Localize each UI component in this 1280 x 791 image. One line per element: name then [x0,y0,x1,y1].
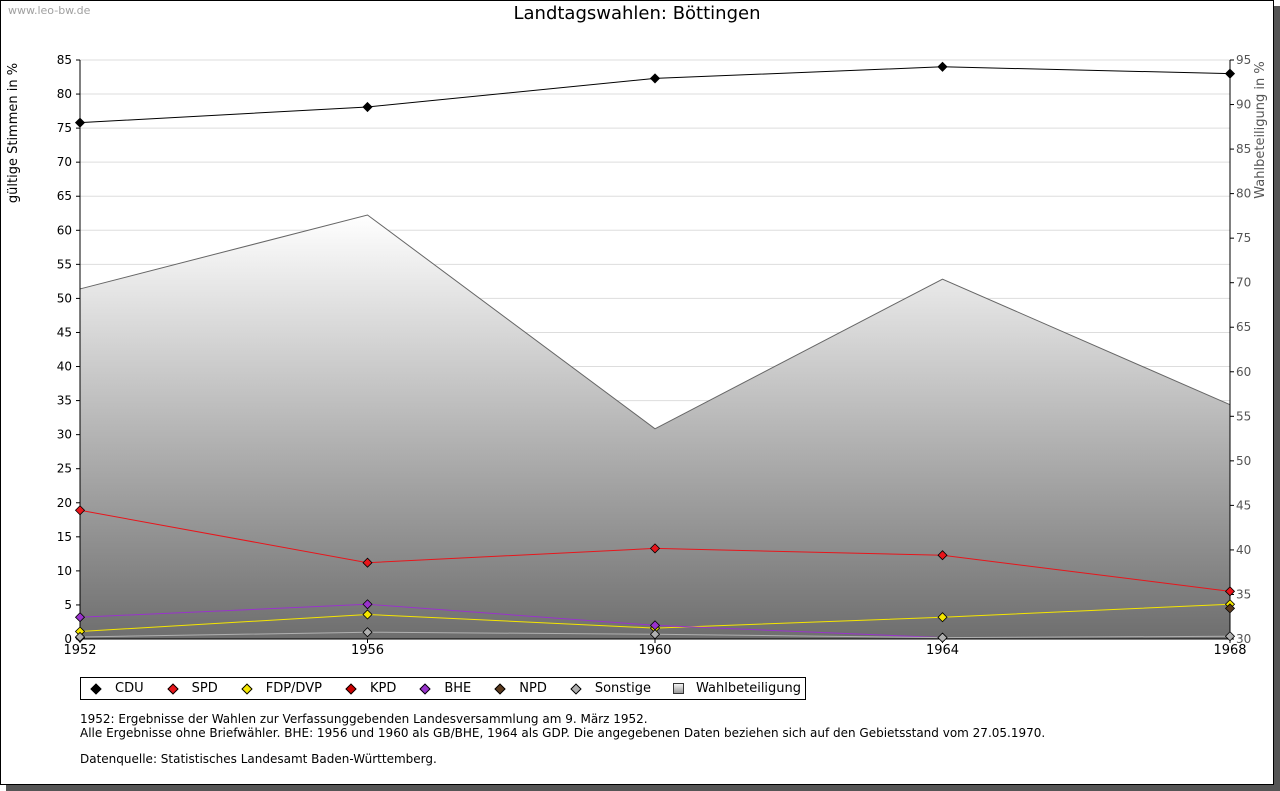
point-spd [937,550,948,561]
y-tick-label: 70 [57,155,72,169]
legend-marker-cdu [90,682,102,695]
legend-marker-kpd [345,682,357,695]
series-layer [74,61,1236,643]
data-source: Datenquelle: Statistisches Landesamt Bad… [80,752,437,766]
turnout-area-layer [79,214,1231,640]
legend-label-kpd: KPD [369,681,397,696]
y-tick-label: 35 [57,394,72,408]
y-tick-label: 45 [57,325,72,339]
y-tick-label: 55 [57,257,72,271]
legend-item-npd: NPD [493,681,547,696]
legend-marker-fdp-dvp [241,682,253,695]
legend-item-fdp-dvp: FDP/DVP [240,681,322,696]
point-sonstige [362,627,373,638]
point-fdp-dvp [362,609,373,620]
legend-item-sonstige: Sonstige [569,681,651,696]
y2-tick-label: 75 [1236,231,1251,245]
y-tick-label: 85 [57,53,72,67]
point-sonstige [1224,631,1236,642]
legend-item-cdu: CDU [89,681,144,696]
y2-tick-label: 90 [1236,98,1251,112]
turnout-line [79,214,1231,430]
frame-shadow-right [1274,6,1280,791]
legend-label-bhe: BHE [444,681,472,696]
legend-marker-spd [166,682,179,695]
point-bhe [74,612,86,623]
x-tick-label: 1956 [351,643,384,658]
footnotes: 1952: Ergebnisse der Wahlen zur Verfassu… [80,712,1046,767]
point-fdp-dvp [937,612,948,623]
turnout-area [80,214,1230,640]
chart-plot: 0 5 10 15 20 25 30 35 40 45 50 55 60 65 70 75 80 85 30 35 40… [6,53,1268,658]
legend-item-spd: SPD [166,681,218,696]
x-tick-label: 1968 [1213,643,1246,658]
y2-tick-label: 70 [1236,276,1251,290]
legend-label-fdp-dvp: FDP/DVP [265,681,322,696]
y-tick-label: 5 [64,598,72,612]
y2-tick-label: 80 [1236,187,1251,201]
point-cdu [74,117,86,128]
x-tick-label: 1952 [63,643,96,658]
legend-marker-npd [494,682,506,695]
point-npd [1224,603,1236,614]
y-tick-label: 65 [57,189,72,203]
point-sonstige [74,631,86,643]
y-tick-label: 40 [57,360,72,374]
point-cdu [937,61,948,72]
y-tick-label: 50 [57,291,72,305]
legend-label-sonstige: Sonstige [594,681,652,696]
point-cdu [649,73,661,84]
legend-item-wahlbeteiligung: Wahlbeteiligung [673,681,801,696]
y-axis-label: gültige Stimmen in % [6,63,21,203]
y-tick-label: 20 [57,496,72,510]
footnote-general: Alle Ergebnisse ohne Briefwähler. BHE: 1… [80,725,1046,740]
series-line-bhe [79,603,943,639]
footnote-1952: 1952: Ergebnisse der Wahlen zur Verfassu… [80,712,648,726]
legend: CDU SPD FDP/DVP KPD BHE NPD Sonstige Wahlbeteil… [80,677,807,700]
y2-tick-label: 30 [1236,632,1251,646]
point-spd [649,543,661,554]
y-tick-label: 15 [57,530,72,544]
y2-tick-label: 95 [1236,53,1251,67]
y2-tick-label: 55 [1236,409,1251,423]
watermark: www.leo-bw.de [8,4,91,17]
frame-shadow-bottom [6,785,1280,791]
point-cdu [362,101,373,113]
legend-label-spd: SPD [191,681,218,696]
legend-label-cdu: CDU [115,681,144,696]
y2-tick-label: 65 [1236,320,1251,334]
point-sonstige [649,629,661,640]
y2-axis-label: Wahlbeteiligung in % [1253,61,1268,198]
point-sonstige [937,632,948,643]
point-cdu [1224,68,1236,79]
y-tick-label: 10 [57,564,72,578]
y2-tick-label: 60 [1236,365,1251,379]
point-bhe [362,599,373,610]
y-tick-label: 75 [57,121,72,135]
y-tick-label: 25 [57,462,72,476]
legend-item-bhe: BHE [418,681,471,696]
legend-label-wahlbeteiligung: Wahlbeteiligung [696,681,802,696]
y2-tick-label: 40 [1236,543,1251,557]
legend-marker-sonstige [570,682,582,695]
y2-tick-label: 50 [1236,454,1251,468]
point-spd [362,557,373,568]
y2-tick-label: 45 [1236,498,1251,512]
legend-marker-bhe [419,682,431,695]
legend-label-npd: NPD [519,681,547,696]
y-tick-label: 60 [57,223,72,237]
y-tick-label: 80 [57,87,72,101]
x-tick-label: 1964 [926,643,959,658]
legend-marker-wahlbeteiligung [673,683,685,694]
point-spd [74,505,86,516]
x-tick-label: 1960 [638,643,671,658]
y2-tick-label: 85 [1236,142,1251,156]
chart-title: Landtagswahlen: Böttingen [513,3,761,24]
y2-tick-label: 35 [1236,587,1251,601]
point-spd [1224,586,1236,597]
y-tick-label: 0 [64,632,72,646]
y-tick-label: 30 [57,428,72,442]
legend-item-kpd: KPD [344,681,396,696]
